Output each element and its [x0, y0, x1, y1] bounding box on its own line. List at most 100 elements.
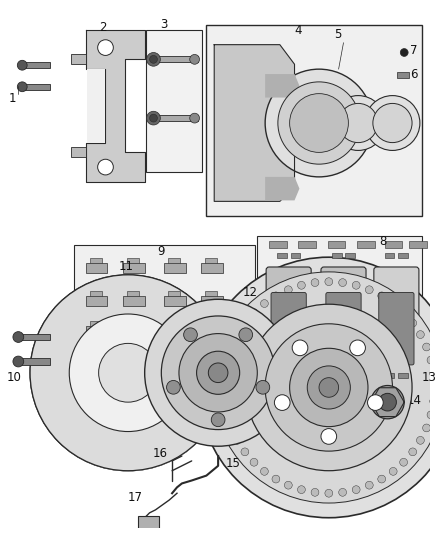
- Circle shape: [350, 340, 365, 356]
- FancyBboxPatch shape: [379, 293, 414, 365]
- Bar: [328, 373, 346, 381]
- Circle shape: [220, 370, 228, 377]
- Bar: [18, 334, 49, 341]
- Circle shape: [161, 316, 275, 430]
- Bar: [201, 326, 223, 336]
- Bar: [205, 292, 217, 296]
- Bar: [398, 373, 408, 378]
- Circle shape: [272, 475, 280, 483]
- Bar: [397, 72, 409, 78]
- Text: 4: 4: [294, 25, 302, 37]
- Circle shape: [30, 275, 226, 471]
- Bar: [398, 253, 408, 258]
- Text: 11: 11: [118, 261, 133, 273]
- Circle shape: [352, 486, 360, 494]
- Circle shape: [431, 384, 438, 391]
- Circle shape: [13, 356, 24, 367]
- Bar: [385, 240, 402, 248]
- Circle shape: [149, 114, 157, 122]
- Text: 8: 8: [380, 235, 387, 248]
- Bar: [257, 236, 422, 381]
- Circle shape: [241, 319, 249, 327]
- Circle shape: [389, 467, 397, 475]
- Bar: [385, 253, 395, 258]
- Circle shape: [250, 309, 258, 317]
- Circle shape: [227, 424, 235, 432]
- Bar: [298, 373, 316, 381]
- Circle shape: [190, 54, 200, 64]
- Circle shape: [265, 324, 392, 451]
- Bar: [127, 321, 139, 326]
- Text: 13: 13: [422, 371, 437, 384]
- Bar: [151, 115, 198, 121]
- Circle shape: [145, 300, 292, 446]
- Circle shape: [69, 314, 187, 432]
- Circle shape: [211, 413, 225, 426]
- Bar: [357, 373, 375, 381]
- Bar: [86, 326, 107, 336]
- Circle shape: [30, 275, 226, 471]
- Bar: [332, 373, 342, 378]
- Circle shape: [190, 113, 200, 123]
- Bar: [127, 258, 139, 263]
- Circle shape: [311, 279, 319, 287]
- Circle shape: [149, 55, 157, 63]
- Polygon shape: [86, 30, 145, 182]
- Bar: [206, 25, 422, 216]
- Circle shape: [220, 397, 228, 405]
- Circle shape: [261, 467, 268, 475]
- Circle shape: [265, 69, 373, 177]
- Bar: [18, 358, 49, 365]
- Circle shape: [98, 40, 113, 55]
- Circle shape: [18, 60, 27, 70]
- Bar: [90, 321, 102, 326]
- Circle shape: [184, 328, 198, 342]
- Bar: [409, 240, 427, 248]
- Circle shape: [325, 489, 333, 497]
- Bar: [385, 373, 402, 381]
- Text: 5: 5: [334, 28, 341, 42]
- Circle shape: [290, 348, 368, 426]
- Bar: [74, 245, 255, 348]
- Bar: [346, 373, 355, 378]
- Circle shape: [378, 475, 385, 483]
- Bar: [90, 258, 102, 263]
- Circle shape: [278, 82, 360, 164]
- Circle shape: [197, 351, 240, 394]
- Text: 15: 15: [226, 457, 241, 470]
- Circle shape: [365, 95, 420, 150]
- FancyBboxPatch shape: [87, 69, 105, 143]
- Bar: [164, 263, 186, 273]
- Text: 6: 6: [410, 68, 417, 80]
- Circle shape: [241, 448, 249, 456]
- Bar: [123, 263, 145, 273]
- Bar: [290, 253, 300, 258]
- Bar: [328, 240, 346, 248]
- Bar: [357, 240, 375, 248]
- Circle shape: [400, 309, 407, 317]
- Bar: [332, 253, 342, 258]
- Circle shape: [147, 111, 160, 125]
- Text: 14: 14: [407, 394, 422, 407]
- Bar: [168, 258, 180, 263]
- Circle shape: [290, 94, 348, 152]
- Circle shape: [311, 488, 319, 496]
- Circle shape: [339, 279, 346, 287]
- Circle shape: [373, 103, 412, 143]
- Text: 3: 3: [160, 18, 168, 30]
- Bar: [277, 253, 287, 258]
- Circle shape: [13, 332, 24, 342]
- Bar: [201, 263, 223, 273]
- Circle shape: [198, 257, 438, 518]
- FancyBboxPatch shape: [374, 267, 419, 371]
- Bar: [164, 326, 186, 336]
- Circle shape: [297, 281, 305, 289]
- Circle shape: [365, 286, 373, 294]
- Bar: [385, 373, 395, 378]
- FancyBboxPatch shape: [321, 267, 366, 371]
- Circle shape: [179, 334, 257, 412]
- Circle shape: [379, 393, 396, 411]
- Circle shape: [352, 281, 360, 289]
- Circle shape: [430, 370, 438, 377]
- Circle shape: [365, 481, 373, 489]
